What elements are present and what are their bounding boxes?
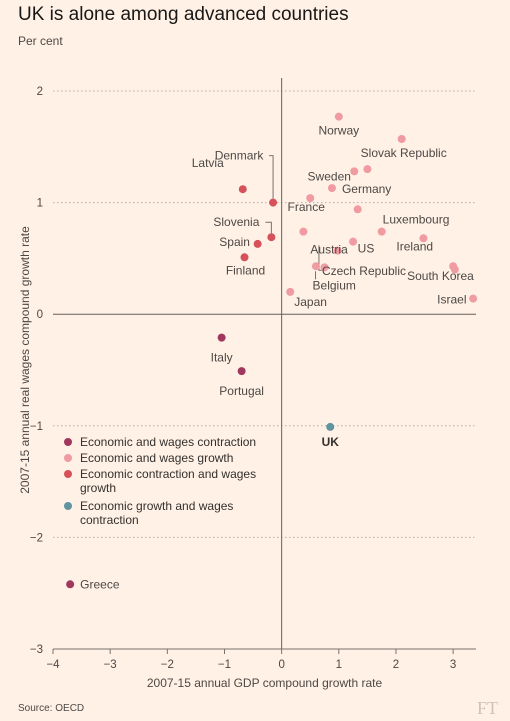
- point-label: Norway: [318, 124, 359, 138]
- x-tick-label: 1: [336, 659, 342, 671]
- legend: Economic and wages contraction Economic a…: [64, 435, 256, 527]
- point-label: UK: [322, 435, 340, 449]
- legend-swatch: [64, 438, 72, 446]
- point-label: Finland: [226, 263, 265, 277]
- y-tick-label: −3: [30, 644, 43, 656]
- denmark-leader: [269, 155, 274, 199]
- y-tick-label: 0: [37, 309, 43, 321]
- legend-label: growth: [80, 481, 116, 495]
- axis-labels: 2007-15 annual GDP compound growth rate 2…: [18, 226, 382, 690]
- point-label: Austria: [310, 243, 348, 257]
- data-point: [306, 194, 315, 203]
- point-label: Latvia: [192, 156, 224, 170]
- data-point: [267, 233, 276, 242]
- legend-swatch: [64, 454, 72, 462]
- y-tick-label: −1: [30, 421, 43, 433]
- legend-label: Economic and wages growth: [80, 451, 233, 465]
- point-label: France: [288, 200, 326, 214]
- data-point: [238, 185, 247, 194]
- data-point: [320, 263, 329, 272]
- legend-label: contraction: [80, 513, 139, 527]
- chart-title: UK is alone among advanced countries: [18, 4, 349, 25]
- data-points: [66, 112, 478, 589]
- point-label: Luxembourg: [383, 213, 450, 227]
- data-point: [66, 580, 75, 589]
- data-point: [253, 239, 262, 248]
- legend-swatch: [64, 502, 72, 510]
- axes: 210−1−2−3−4 −3 −2 −1 0 1 2 3: [30, 78, 476, 671]
- data-point: [334, 112, 343, 121]
- y-axis-label: 2007-15 annual real wages compound growt…: [18, 226, 32, 494]
- data-point: [397, 134, 406, 143]
- data-point: [353, 205, 362, 214]
- source-note: Source: OECD: [18, 703, 85, 714]
- x-tick-label: −2: [161, 659, 174, 671]
- x-tick-label: 3: [450, 659, 456, 671]
- point-label: Italy: [211, 351, 233, 365]
- point-label: Greece: [80, 577, 120, 591]
- y-tick-label: 2: [37, 86, 43, 98]
- data-point: [350, 167, 359, 176]
- legend-swatch: [64, 470, 72, 478]
- point-label: Czech Republic: [322, 264, 406, 278]
- point-label: Sweden: [308, 169, 351, 183]
- data-point: [269, 198, 278, 207]
- data-point: [333, 246, 342, 255]
- point-label: Japan: [294, 295, 327, 309]
- data-point: [327, 184, 336, 193]
- point-label: Slovak Republic: [361, 146, 447, 160]
- legend-label: Economic growth and wages: [80, 499, 233, 513]
- x-axis-label: 2007-15 annual GDP compound growth rate: [147, 676, 383, 690]
- chart-subtitle: Per cent: [18, 34, 63, 48]
- point-label: US: [358, 242, 375, 256]
- data-point: [419, 234, 428, 243]
- point-label: Denmark: [215, 149, 265, 163]
- x-tick-label: −3: [104, 659, 117, 671]
- data-point: [240, 253, 249, 262]
- data-point: [349, 237, 358, 246]
- legend-label: Economic contraction and wages: [80, 467, 256, 481]
- y-tick-label: 1: [37, 198, 43, 210]
- point-label: Belgium: [313, 278, 356, 292]
- point-label: Slovenia: [213, 215, 259, 229]
- point-label: Germany: [342, 182, 391, 196]
- data-point: [311, 262, 320, 271]
- ft-logo: FT: [476, 698, 498, 718]
- data-point: [237, 367, 246, 376]
- point-label: Portugal: [219, 384, 264, 398]
- x-tick-label: −1: [218, 659, 231, 671]
- data-point: [469, 294, 478, 303]
- legend-label: Economic and wages contraction: [80, 435, 256, 449]
- data-point: [299, 227, 308, 236]
- data-point: [363, 165, 372, 174]
- point-label: Ireland: [396, 239, 433, 253]
- data-point: [326, 422, 335, 431]
- x-tick-label: 0: [278, 659, 284, 671]
- slovenia-leader: [265, 221, 272, 234]
- point-label: Spain: [219, 235, 250, 249]
- point-label: Israel: [437, 293, 466, 307]
- data-point: [286, 287, 295, 296]
- point-label: South Korea: [407, 269, 474, 283]
- x-tick-label: 2: [393, 659, 399, 671]
- x-tick-label: −4: [46, 659, 60, 671]
- data-point: [450, 265, 459, 274]
- y-tick-label: −2: [30, 532, 43, 544]
- data-point: [377, 227, 386, 236]
- data-point: [217, 333, 226, 342]
- grid-lines: [53, 90, 476, 650]
